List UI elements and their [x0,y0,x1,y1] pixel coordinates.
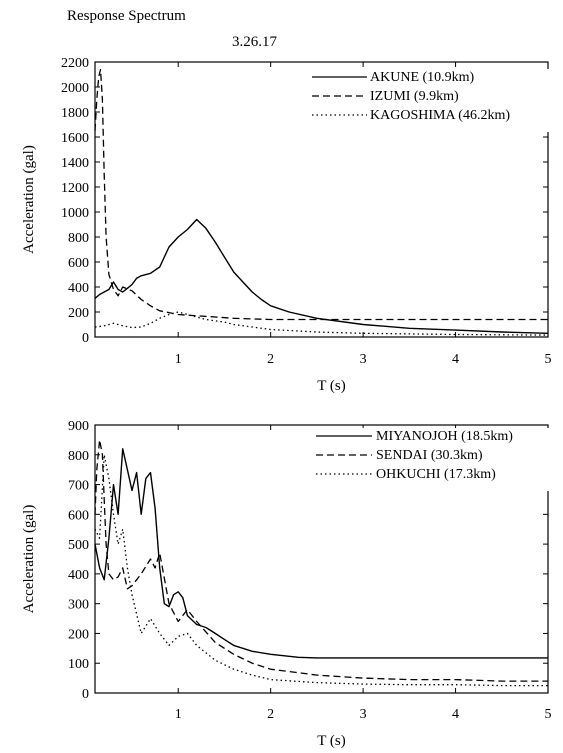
x-axis-label: T (s) [317,378,345,394]
y-tick-label: 800 [68,231,89,246]
y-tick-label: 700 [68,479,89,494]
x-tick-label: 5 [545,352,552,367]
legend-label-1: IZUMI (9.9km) [370,89,459,104]
y-tick-label: 500 [68,538,89,553]
y-tick-label: 600 [68,508,89,523]
y-axis-label: Acceleration (gal) [21,505,37,614]
legend-label-0: AKUNE (10.9km) [370,70,475,85]
legend: MIYANOJOH (18.5km) SENDAI (30.3km) OHKUCHI… [310,428,556,491]
chart-bottom: 0 100 200 300 400 500 600 700 800 900 1 2 3 4 5 T (s) Ac… [21,419,556,749]
y-tick-label: 1000 [61,206,89,221]
x-axis-label: T (s) [317,733,345,749]
y-tick-label: 900 [68,419,89,434]
y-tick-label: 400 [68,281,89,296]
y-tick-label: 0 [82,687,89,702]
y-tick-label: 1200 [61,181,89,196]
page-subtitle: 3.26.17 [232,34,277,50]
y-tick-label: 1800 [61,106,89,121]
x-tick-label: 4 [452,352,459,367]
x-tick-label: 4 [452,707,459,722]
y-tick-label: 300 [68,598,89,613]
legend-label-1: SENDAI (30.3km) [376,448,483,463]
page-title: Response Spectrum [67,8,186,24]
y-tick-label: 1600 [61,131,89,146]
x-tick-label: 2 [267,707,274,722]
y-axis-label: Acceleration (gal) [21,145,37,254]
series-line-0 [94,218,549,334]
x-tick-label: 1 [175,352,182,367]
legend-label-0: MIYANOJOH (18.5km) [376,429,513,444]
series-line-2 [94,311,549,336]
y-tick-label: 800 [68,449,89,464]
series-line-2 [94,454,548,687]
series-line-1 [94,439,548,682]
y-tick-label: 2200 [61,56,89,71]
y-tick-label: 600 [68,256,89,271]
y-tick-label: 1400 [61,156,89,171]
legend: AKUNE (10.9km) IZUMI (9.9km) KAGOSHIMA (46… [306,69,553,132]
chart-top: 0 200 400 600 800 1000 1200 1400 1600 1800 2000 220… [21,56,553,394]
y-tick-label: 100 [68,657,89,672]
legend-label-2: KAGOSHIMA (46.2km) [370,108,510,123]
y-tick-label: 0 [82,331,89,346]
y-tick-label: 2000 [61,81,89,96]
legend-background [306,69,553,132]
plot-frame [94,61,549,338]
legend-label-2: OHKUCHI (17.3km) [376,467,496,482]
x-tick-label: 5 [545,707,552,722]
x-tick-label: 3 [360,352,367,367]
x-tick-label: 1 [175,707,182,722]
legend-background [310,428,556,491]
x-tick-label: 2 [267,352,274,367]
series-line-0 [94,448,548,659]
y-tick-label: 400 [68,568,89,583]
y-tick-label: 200 [68,627,89,642]
x-tick-label: 3 [360,707,367,722]
plot-frame [94,424,549,694]
y-tick-label: 200 [68,306,89,321]
